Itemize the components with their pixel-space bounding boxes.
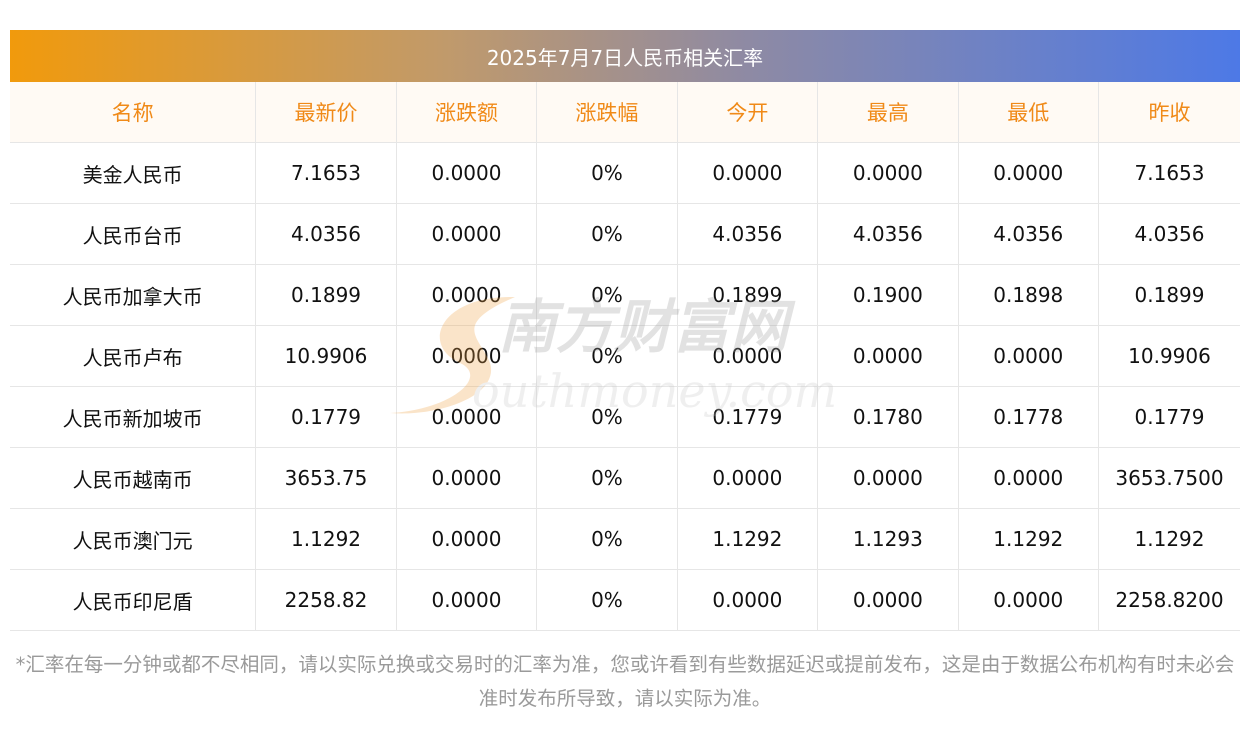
cell-low: 1.1292 [958, 508, 1100, 570]
cell-high: 0.1900 [817, 264, 959, 326]
cell-change-percent: 0% [536, 386, 678, 448]
cell-open: 0.0000 [677, 569, 819, 631]
cell-low: 0.0000 [958, 142, 1100, 204]
cell-latest-price: 10.9906 [255, 325, 397, 387]
header-open: 今开 [677, 82, 819, 143]
table-row: 人民币加拿大币 0.1899 0.0000 0% 0.1899 0.1900 0… [10, 264, 1240, 326]
table-title: 2025年7月7日人民币相关汇率 [486, 45, 764, 70]
table-header-row: 名称 最新价 涨跌额 涨跌幅 今开 最高 最低 昨收 [10, 82, 1240, 143]
cell-low: 4.0356 [958, 203, 1100, 265]
cell-change-amount: 0.0000 [396, 508, 538, 570]
cell-change-amount: 0.0000 [396, 447, 538, 509]
cell-change-percent: 0% [536, 264, 678, 326]
cell-change-percent: 0% [536, 447, 678, 509]
cell-name: 人民币卢布 [10, 325, 257, 387]
cell-prev-close: 0.1899 [1098, 264, 1240, 326]
table-row: 人民币卢布 10.9906 0.0000 0% 0.0000 0.0000 0.… [10, 325, 1240, 387]
table-row: 人民币台币 4.0356 0.0000 0% 4.0356 4.0356 4.0… [10, 203, 1240, 265]
cell-change-percent: 0% [536, 203, 678, 265]
cell-open: 4.0356 [677, 203, 819, 265]
cell-prev-close: 1.1292 [1098, 508, 1240, 570]
cell-high: 0.0000 [817, 447, 959, 509]
cell-open: 0.1899 [677, 264, 819, 326]
cell-high: 0.0000 [817, 325, 959, 387]
cell-low: 0.0000 [958, 447, 1100, 509]
header-change-percent: 涨跌幅 [536, 82, 678, 143]
disclaimer-footnote: *汇率在每一分钟或都不尽相同，请以实际兑换或交易时的汇率为准，您或许看到有些数据… [15, 653, 1235, 710]
cell-name: 人民币新加坡币 [10, 386, 257, 448]
cell-name: 人民币越南币 [10, 447, 257, 509]
cell-change-percent: 0% [536, 569, 678, 631]
cell-name: 人民币加拿大币 [10, 264, 257, 326]
cell-latest-price: 2258.82 [255, 569, 397, 631]
cell-change-amount: 0.0000 [396, 142, 538, 204]
header-high: 最高 [817, 82, 959, 143]
table-row: 美金人民币 7.1653 0.0000 0% 0.0000 0.0000 0.0… [10, 142, 1240, 204]
cell-change-percent: 0% [536, 142, 678, 204]
header-low: 最低 [958, 82, 1100, 143]
cell-low: 0.1778 [958, 386, 1100, 448]
cell-latest-price: 7.1653 [255, 142, 397, 204]
cell-open: 0.0000 [677, 325, 819, 387]
cell-latest-price: 4.0356 [255, 203, 397, 265]
table-row: 人民币澳门元 1.1292 0.0000 0% 1.1292 1.1293 1.… [10, 508, 1240, 570]
cell-change-percent: 0% [536, 508, 678, 570]
cell-name: 人民币澳门元 [10, 508, 257, 570]
header-latest-price: 最新价 [255, 82, 397, 143]
header-prev-close: 昨收 [1098, 82, 1240, 143]
cell-latest-price: 0.1899 [255, 264, 397, 326]
cell-latest-price: 3653.75 [255, 447, 397, 509]
cell-change-amount: 0.0000 [396, 203, 538, 265]
table-row: 人民币印尼盾 2258.82 0.0000 0% 0.0000 0.0000 0… [10, 569, 1240, 631]
exchange-rate-table: 名称 最新价 涨跌额 涨跌幅 今开 最高 最低 昨收 美金人民币 7.1653 … [10, 82, 1240, 631]
cell-high: 1.1293 [817, 508, 959, 570]
header-change-amount: 涨跌额 [396, 82, 538, 143]
cell-change-amount: 0.0000 [396, 569, 538, 631]
cell-name: 美金人民币 [10, 142, 257, 204]
cell-high: 4.0356 [817, 203, 959, 265]
cell-high: 0.1780 [817, 386, 959, 448]
cell-prev-close: 0.1779 [1098, 386, 1240, 448]
cell-prev-close: 4.0356 [1098, 203, 1240, 265]
cell-low: 0.1898 [958, 264, 1100, 326]
cell-low: 0.0000 [958, 325, 1100, 387]
cell-open: 1.1292 [677, 508, 819, 570]
cell-change-amount: 0.0000 [396, 386, 538, 448]
cell-latest-price: 0.1779 [255, 386, 397, 448]
cell-high: 0.0000 [817, 569, 959, 631]
cell-name: 人民币印尼盾 [10, 569, 257, 631]
cell-latest-price: 1.1292 [255, 508, 397, 570]
cell-change-amount: 0.0000 [396, 325, 538, 387]
cell-prev-close: 2258.8200 [1098, 569, 1240, 631]
cell-prev-close: 10.9906 [1098, 325, 1240, 387]
cell-change-amount: 0.0000 [396, 264, 538, 326]
table-title-banner: 2025年7月7日人民币相关汇率 [10, 30, 1240, 82]
cell-open: 0.0000 [677, 142, 819, 204]
cell-prev-close: 7.1653 [1098, 142, 1240, 204]
cell-name: 人民币台币 [10, 203, 257, 265]
cell-low: 0.0000 [958, 569, 1100, 631]
header-name: 名称 [10, 82, 257, 143]
table-row: 人民币越南币 3653.75 0.0000 0% 0.0000 0.0000 0… [10, 447, 1240, 509]
cell-change-percent: 0% [536, 325, 678, 387]
cell-high: 0.0000 [817, 142, 959, 204]
cell-open: 0.1779 [677, 386, 819, 448]
table-row: 人民币新加坡币 0.1779 0.0000 0% 0.1779 0.1780 0… [10, 386, 1240, 448]
cell-prev-close: 3653.7500 [1098, 447, 1240, 509]
cell-open: 0.0000 [677, 447, 819, 509]
